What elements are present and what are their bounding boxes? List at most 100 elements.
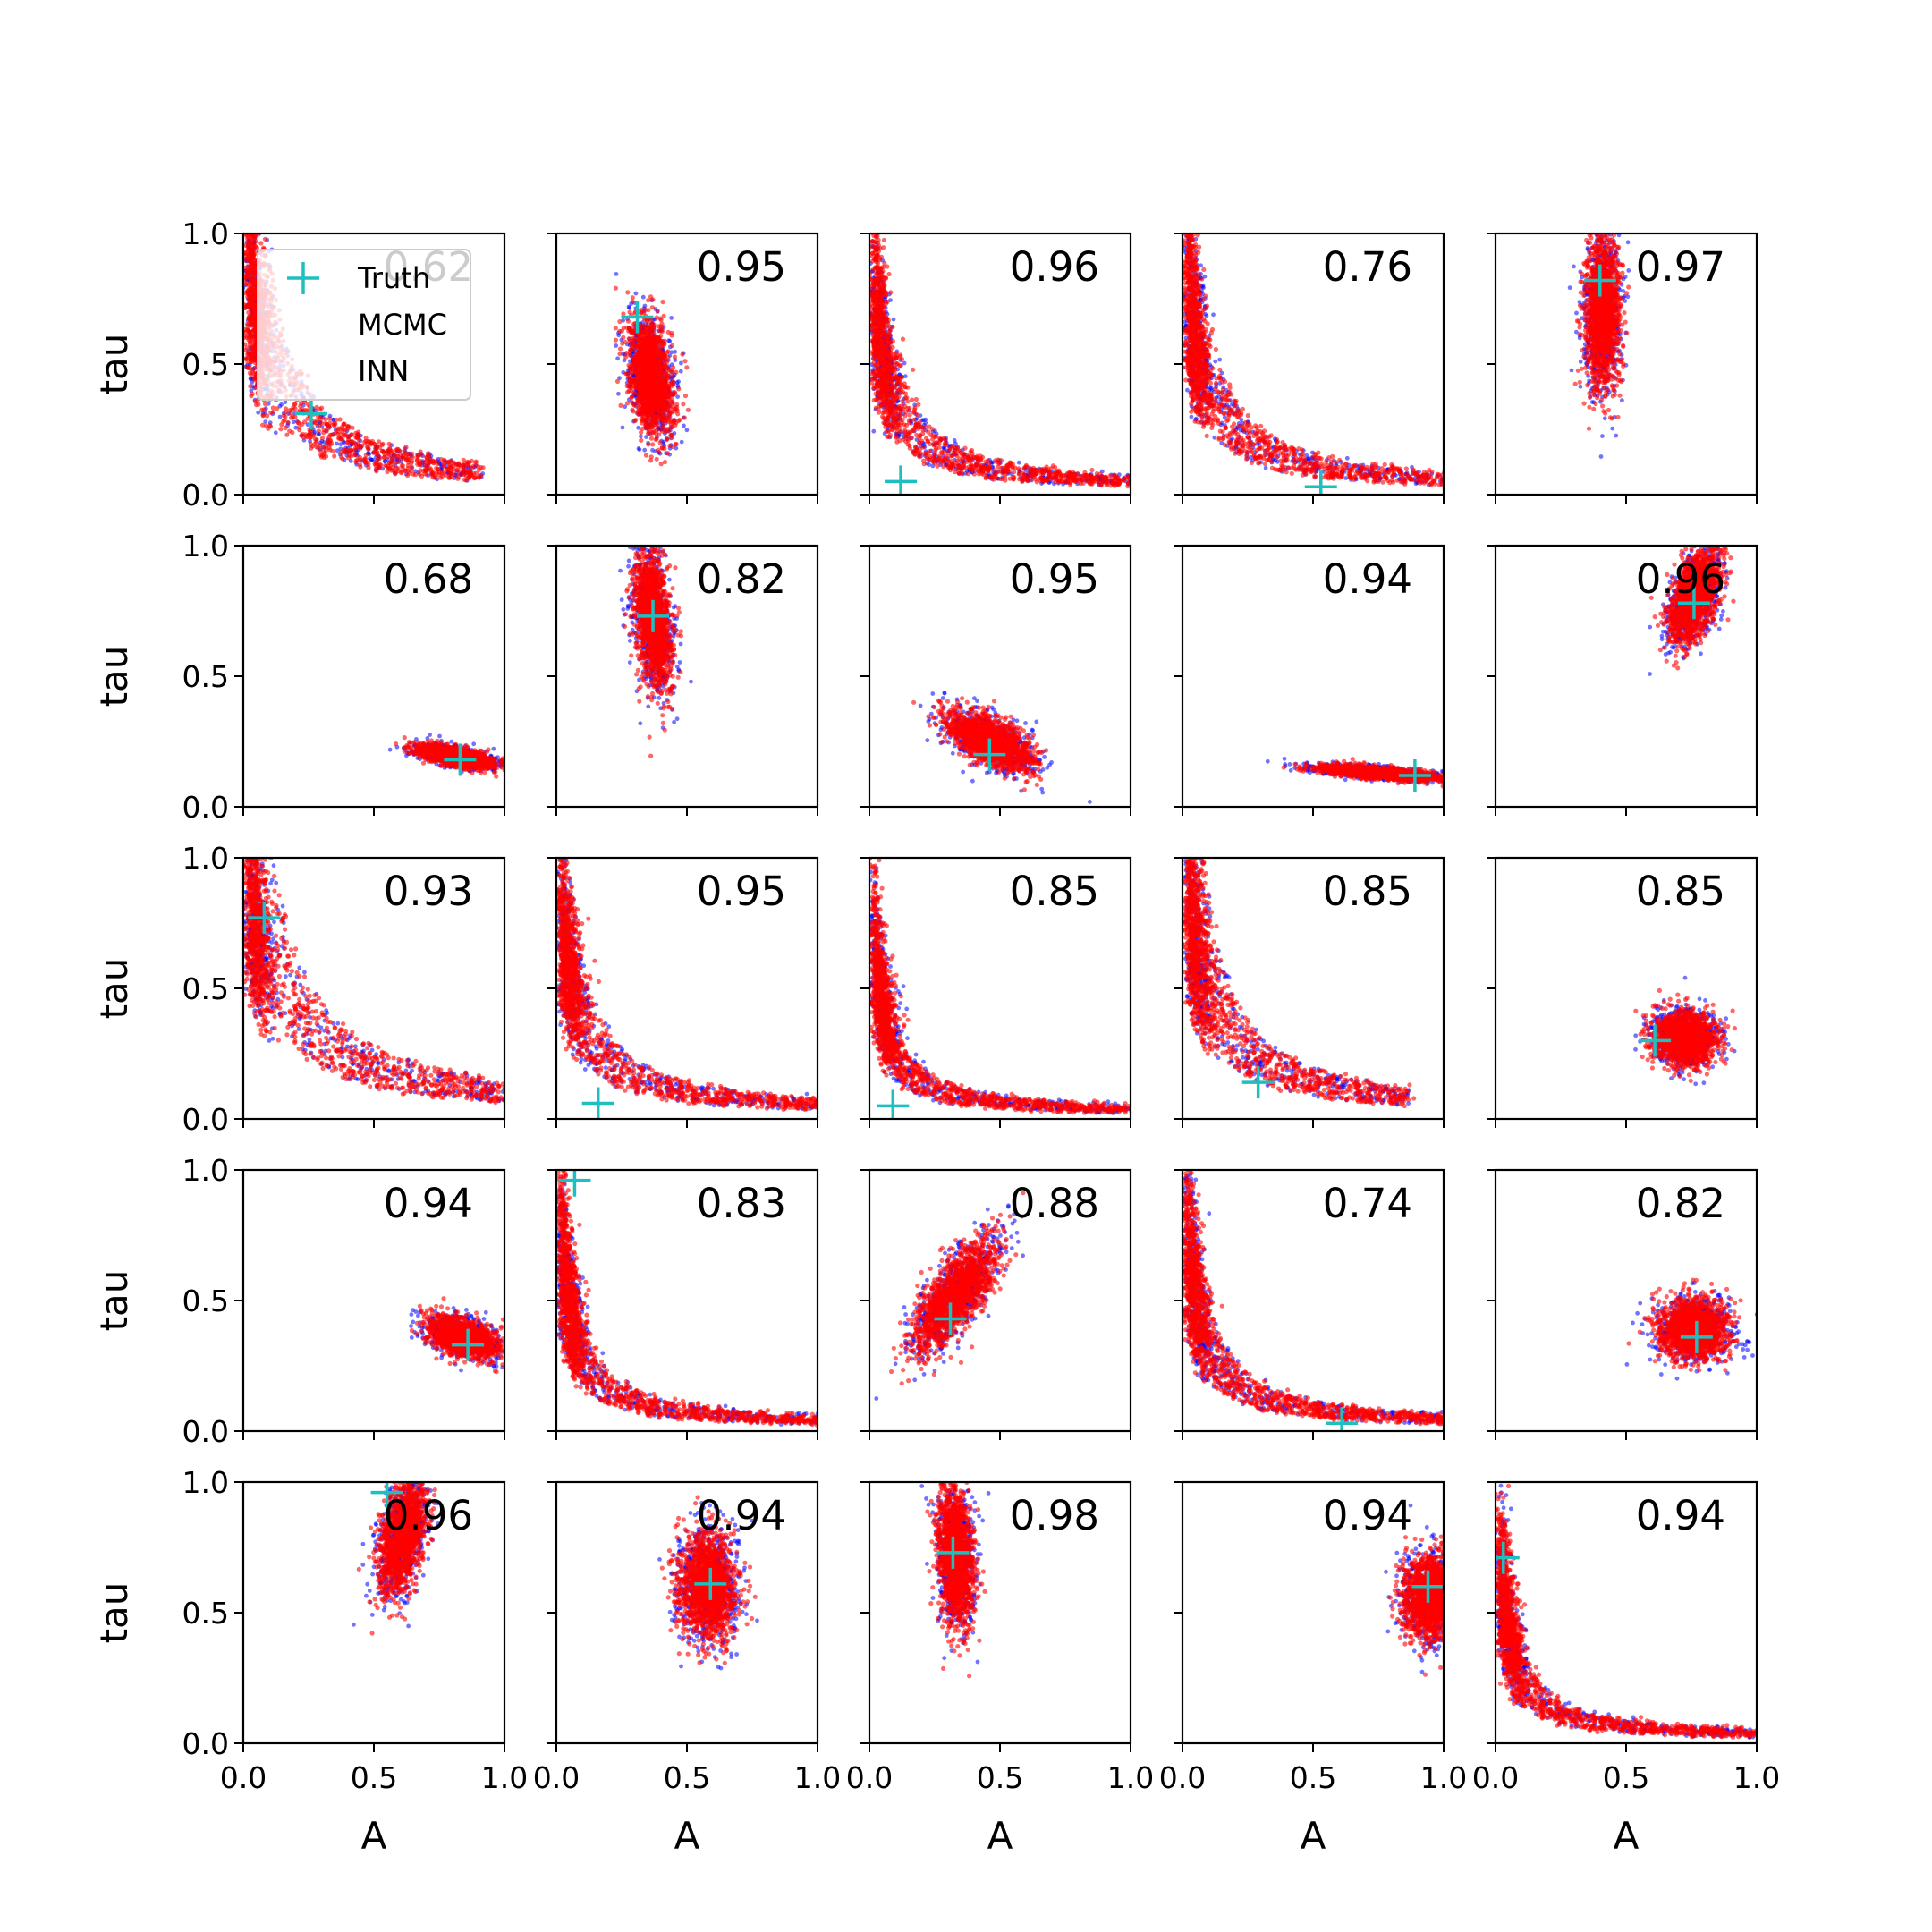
- inn-point: [653, 343, 658, 349]
- mcmc-point: [878, 216, 883, 220]
- inn-point: [655, 361, 660, 367]
- inn-point: [243, 265, 248, 271]
- inn-point: [250, 218, 254, 223]
- inn-point: [244, 302, 250, 308]
- inn-point: [390, 456, 395, 462]
- mcmc-point: [255, 135, 259, 140]
- inn-point: [246, 309, 251, 315]
- inn-point: [247, 218, 251, 223]
- inn-point: [251, 228, 256, 233]
- inn-point: [246, 330, 251, 335]
- inn-point: [674, 369, 679, 375]
- inn-point: [326, 416, 333, 421]
- mcmc-point: [253, 161, 258, 165]
- inn-point: [283, 425, 288, 430]
- mcmc-point: [953, 441, 958, 446]
- mcmc-point: [627, 305, 632, 310]
- inn-point: [347, 439, 353, 445]
- inn-point: [257, 227, 261, 232]
- inn-point: [632, 391, 638, 396]
- inn-point: [261, 194, 266, 199]
- inn-point: [250, 299, 255, 304]
- inn-point: [314, 445, 319, 450]
- inn-point: [660, 417, 666, 422]
- mcmc-point: [246, 218, 250, 223]
- inn-point: [311, 432, 317, 438]
- mcmc-point: [279, 402, 284, 407]
- inn-point: [665, 360, 670, 365]
- inn-point: [640, 410, 646, 415]
- inn-point: [353, 460, 359, 465]
- inn-point: [242, 218, 247, 223]
- inn-point: [663, 429, 668, 435]
- inn-point: [270, 405, 275, 411]
- mcmc-point: [633, 291, 639, 296]
- inn-point: [641, 400, 647, 405]
- inn-point: [264, 182, 268, 186]
- inn-point: [262, 226, 267, 231]
- inn-point: [250, 218, 254, 223]
- inn-point: [436, 470, 442, 475]
- inn-point: [375, 456, 380, 462]
- inn-point: [253, 16, 258, 21]
- inn-point: [650, 442, 656, 447]
- inn-point: [356, 433, 361, 438]
- inn-point: [676, 386, 682, 392]
- mcmc-point: [254, 218, 258, 223]
- inn-point: [362, 456, 368, 462]
- mcmc-point: [246, 174, 250, 179]
- mcmc-point: [254, 102, 258, 106]
- mcmc-point: [254, 102, 258, 106]
- inn-point: [252, 34, 257, 38]
- mcmc-point: [1132, 483, 1137, 487]
- inn-point: [654, 428, 659, 433]
- inn-point: [250, 319, 255, 325]
- inn-point: [355, 441, 360, 446]
- inn-point: [613, 285, 618, 291]
- inn-point: [319, 436, 326, 441]
- inn-point: [681, 402, 686, 407]
- mcmc-point: [644, 435, 648, 439]
- mcmc-point: [665, 506, 669, 511]
- inn-point: [246, 218, 250, 223]
- inn-point: [248, 366, 253, 371]
- mcmc-point: [273, 430, 278, 436]
- inn-point: [618, 402, 623, 408]
- mcmc-point: [675, 394, 680, 399]
- inn-point: [639, 308, 644, 313]
- inn-point: [261, 200, 266, 205]
- inn-point: [258, 188, 262, 192]
- mcmc-point: [256, 410, 261, 415]
- mcmc-point: [870, 132, 875, 137]
- inn-point: [666, 411, 672, 417]
- inn-point: [613, 326, 618, 331]
- inn-point: [356, 429, 361, 435]
- mcmc-point: [256, 97, 260, 102]
- inn-point: [446, 470, 452, 475]
- inn-samples: [242, 16, 486, 483]
- inn-point: [337, 417, 343, 422]
- mcmc-point: [252, 133, 257, 138]
- inn-point: [247, 218, 251, 223]
- inn-point: [456, 474, 462, 479]
- inn-point: [653, 336, 658, 342]
- inn-point: [660, 422, 666, 428]
- truth-marker: [621, 301, 654, 334]
- inn-point: [250, 218, 254, 223]
- inn-point: [657, 440, 663, 445]
- inn-point: [270, 410, 276, 415]
- plot-area: [869, 132, 1137, 495]
- mcmc-point: [673, 349, 678, 354]
- inn-point: [243, 225, 248, 229]
- mcmc-point: [247, 12, 251, 16]
- inn-point: [254, 224, 258, 228]
- inn-point: [260, 422, 266, 428]
- inn-point: [253, 141, 258, 146]
- inn-point: [648, 406, 654, 411]
- inn-point: [672, 354, 677, 360]
- inn-point: [668, 424, 674, 429]
- inn-point: [246, 352, 251, 357]
- inn-point: [650, 394, 656, 399]
- legend-label-truth: Truth: [357, 261, 430, 295]
